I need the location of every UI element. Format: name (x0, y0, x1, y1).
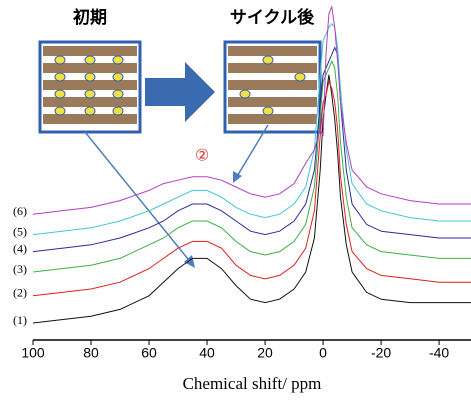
annotation: サイクル後 (230, 7, 315, 28)
x-tick-label: 100 (21, 345, 45, 361)
series-label: (1) (13, 313, 27, 327)
chart: 初期 サイクル後 ② Chemical shift/ ppm 100 80 60 40… (0, 0, 471, 402)
schematic (40, 42, 320, 268)
series-label: (6) (13, 204, 27, 218)
series-label: (2) (13, 286, 27, 300)
x-tick-label: -20 (371, 345, 391, 361)
series-label: (4) (13, 241, 27, 255)
x-tick-label: -40 (429, 345, 449, 361)
annotation: ② (195, 146, 209, 165)
annotation: 初期 (73, 7, 107, 28)
x-tick-label: 40 (199, 345, 215, 361)
series-label: (3) (13, 262, 27, 276)
x-tick-label: 20 (257, 345, 273, 361)
x-tick-label: 80 (83, 345, 99, 361)
x-tick-label: 0 (319, 345, 327, 361)
series-label: (5) (13, 224, 27, 238)
x-axis-label: Chemical shift/ ppm (183, 374, 322, 393)
x-tick-label: 60 (141, 345, 157, 361)
